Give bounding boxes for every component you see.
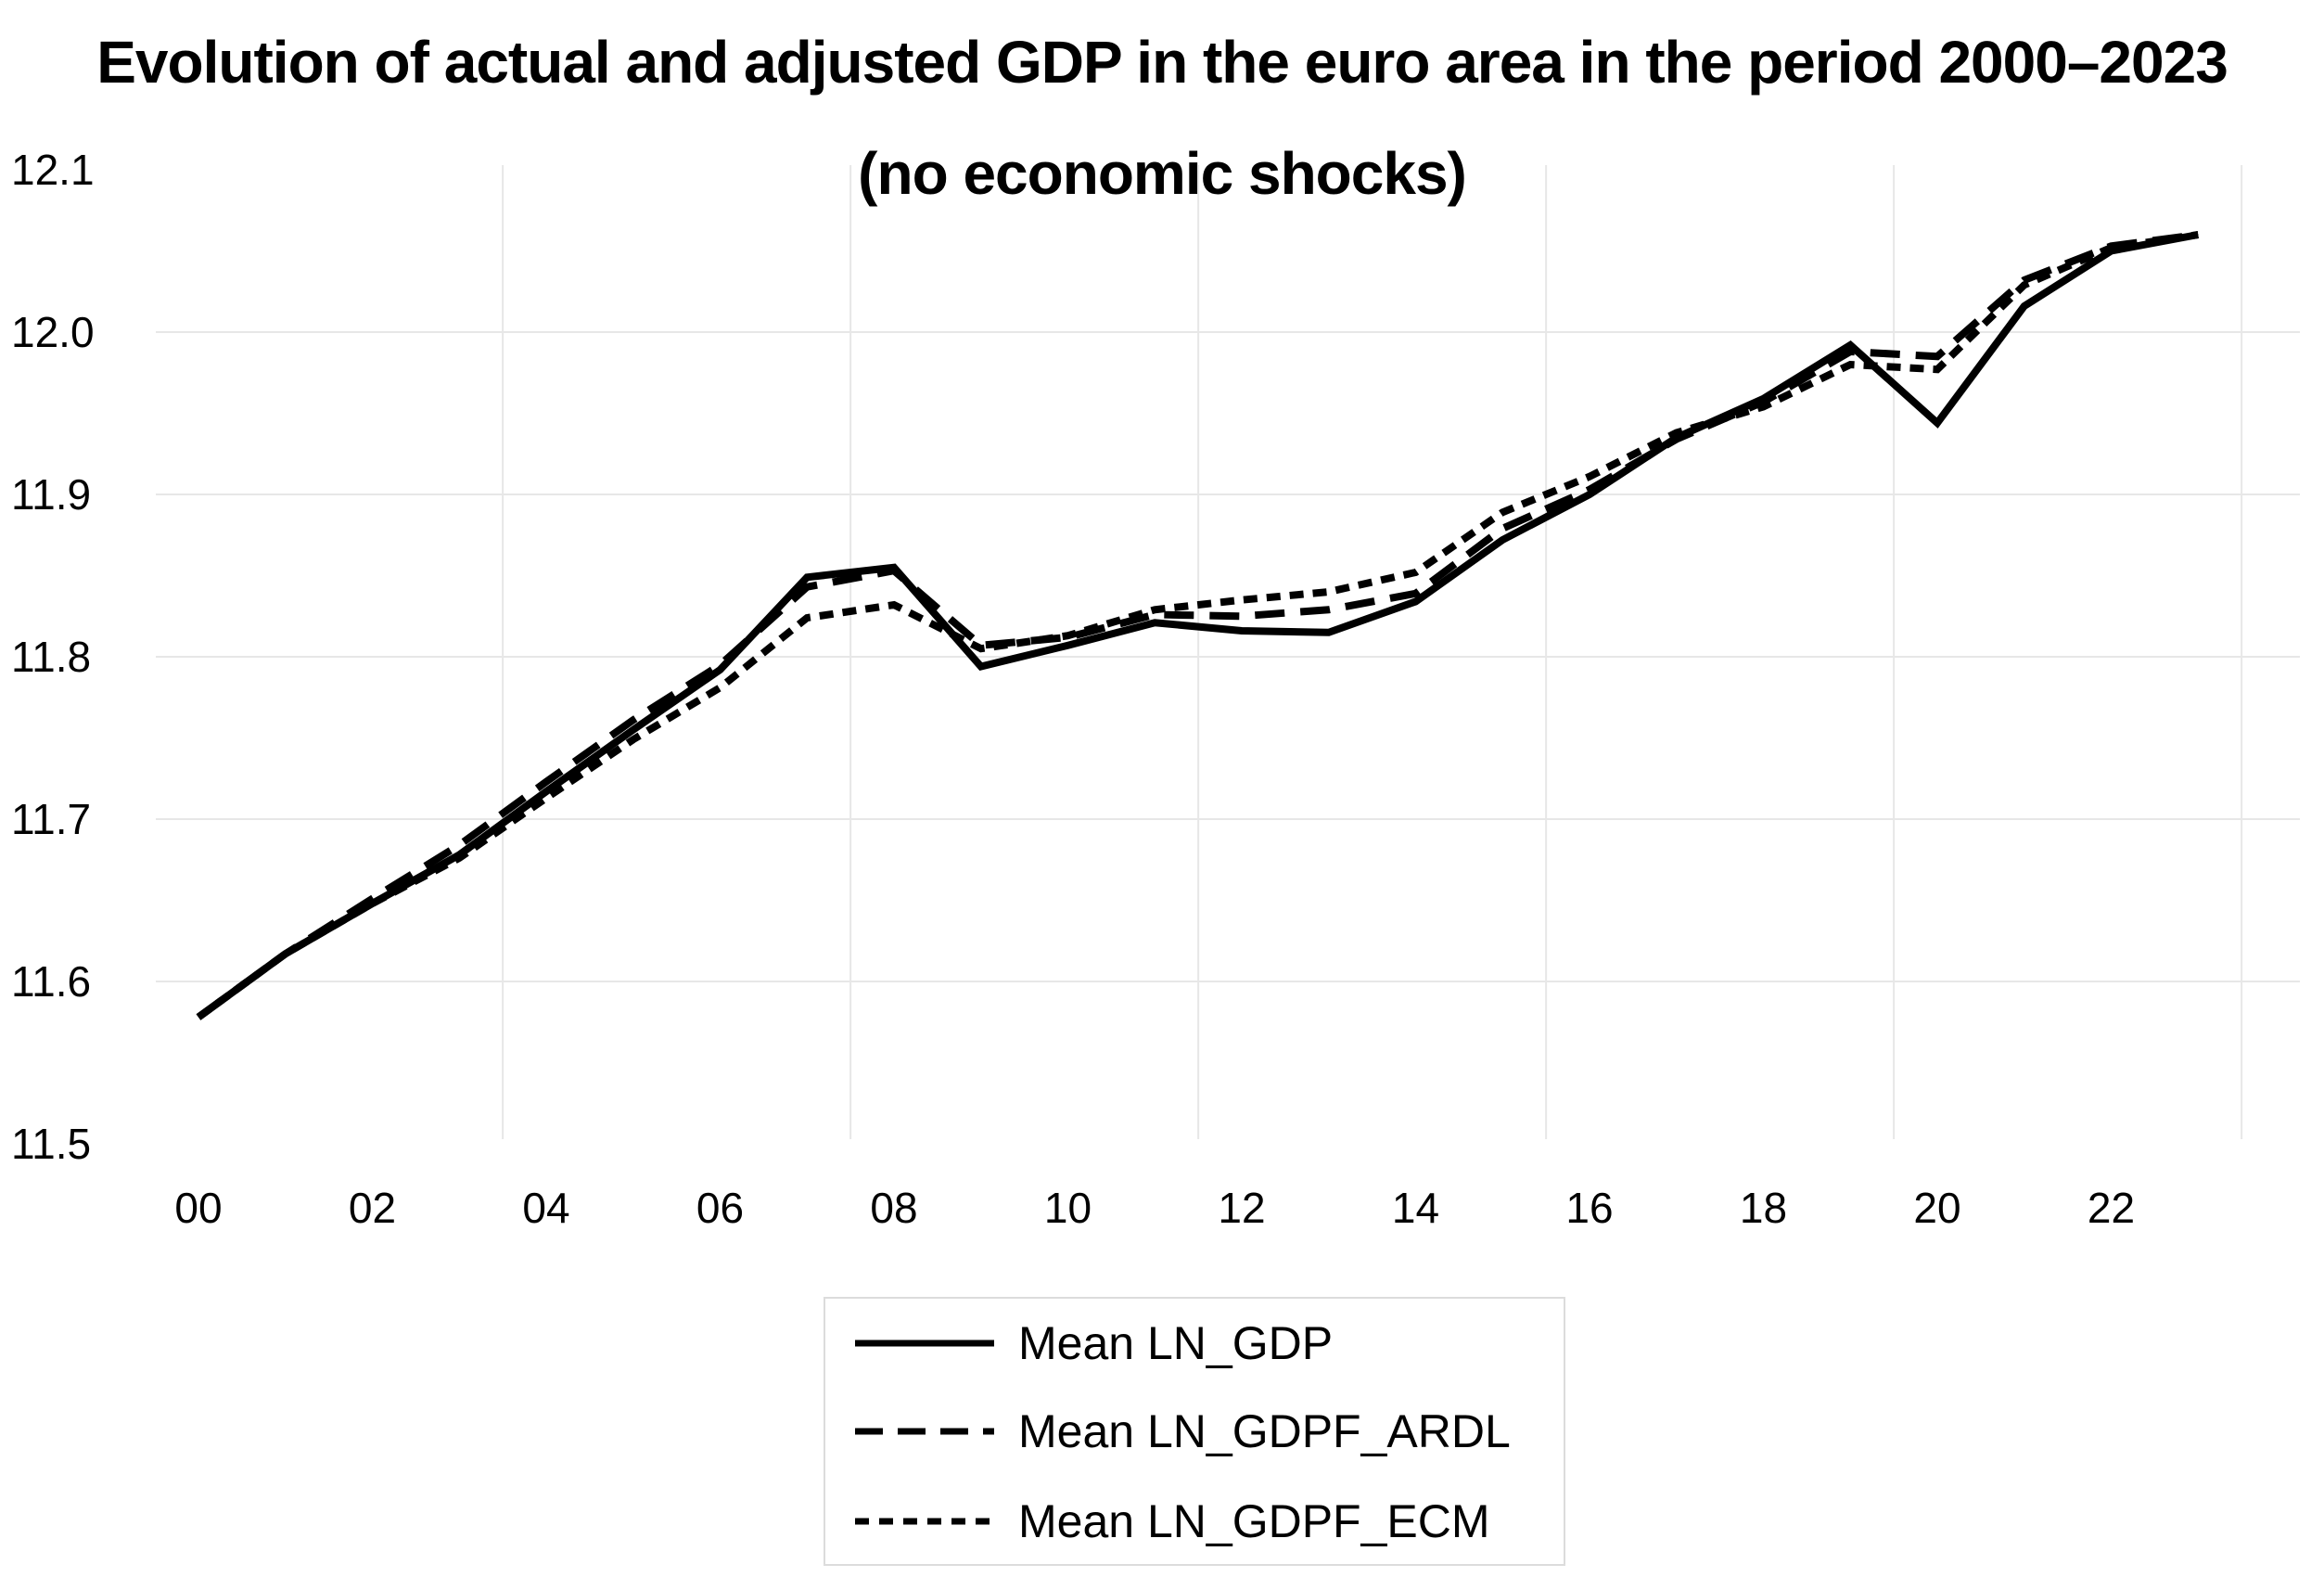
x-axis-tick-label: 02 [349,1184,396,1232]
legend: Mean LN_GDP Mean LN_GDPF_ARDL Mean LN_GD… [824,1297,1565,1566]
x-axis-tick-label: 18 [1740,1184,1787,1232]
x-axis-tick-label: 16 [1565,1184,1613,1232]
chart-title: Evolution of actual and adjusted GDP in … [96,29,2228,96]
long-dash-line-sample-icon [855,1428,994,1435]
series-line-mean-ln-gdp [196,231,2199,1020]
x-axis-tick-label: 06 [696,1184,744,1232]
series-line-mean-ln-gdpf-ecm [196,231,2199,1020]
x-axis-tick-label: 12 [1218,1184,1265,1232]
y-axis-tick-label: 11.7 [11,795,91,843]
legend-item-mean-ln-gdp: Mean LN_GDP [825,1315,1564,1371]
y-axis-tick-label: 12.0 [11,308,95,356]
y-axis-tick-label: 12.1 [11,146,95,194]
y-axis-tick-label: 11.9 [11,470,91,519]
x-axis-tick-label: 22 [2088,1184,2135,1232]
legend-label-mean-ln-gdpf-ecm: Mean LN_GDPF_ECM [1018,1495,1490,1547]
legend-item-mean-ln-gdpf-ardl: Mean LN_GDPF_ARDL [825,1404,1564,1459]
short-dash-line-sample-icon [855,1518,994,1525]
x-axis-tick-label: 00 [174,1184,222,1232]
x-axis-tick-label: 04 [522,1184,569,1232]
y-axis-tick-label: 11.6 [11,957,91,1006]
legend-item-mean-ln-gdpf-ecm: Mean LN_GDPF_ECM [825,1494,1564,1549]
x-axis-tick-label: 08 [870,1184,917,1232]
x-axis-tick-label: 20 [1913,1184,1960,1232]
x-axis-tick-label: 14 [1392,1184,1439,1232]
legend-label-mean-ln-gdpf-ardl: Mean LN_GDPF_ARDL [1018,1405,1511,1457]
y-axis-tick-label: 11.8 [11,633,91,681]
y-axis-tick-label: 11.5 [11,1120,91,1168]
legend-label-mean-ln-gdp: Mean LN_GDP [1018,1317,1334,1369]
solid-line-sample-icon [855,1340,994,1347]
chart-subtitle: (no economic shocks) [858,140,1467,207]
x-axis-tick-label: 10 [1044,1184,1092,1232]
